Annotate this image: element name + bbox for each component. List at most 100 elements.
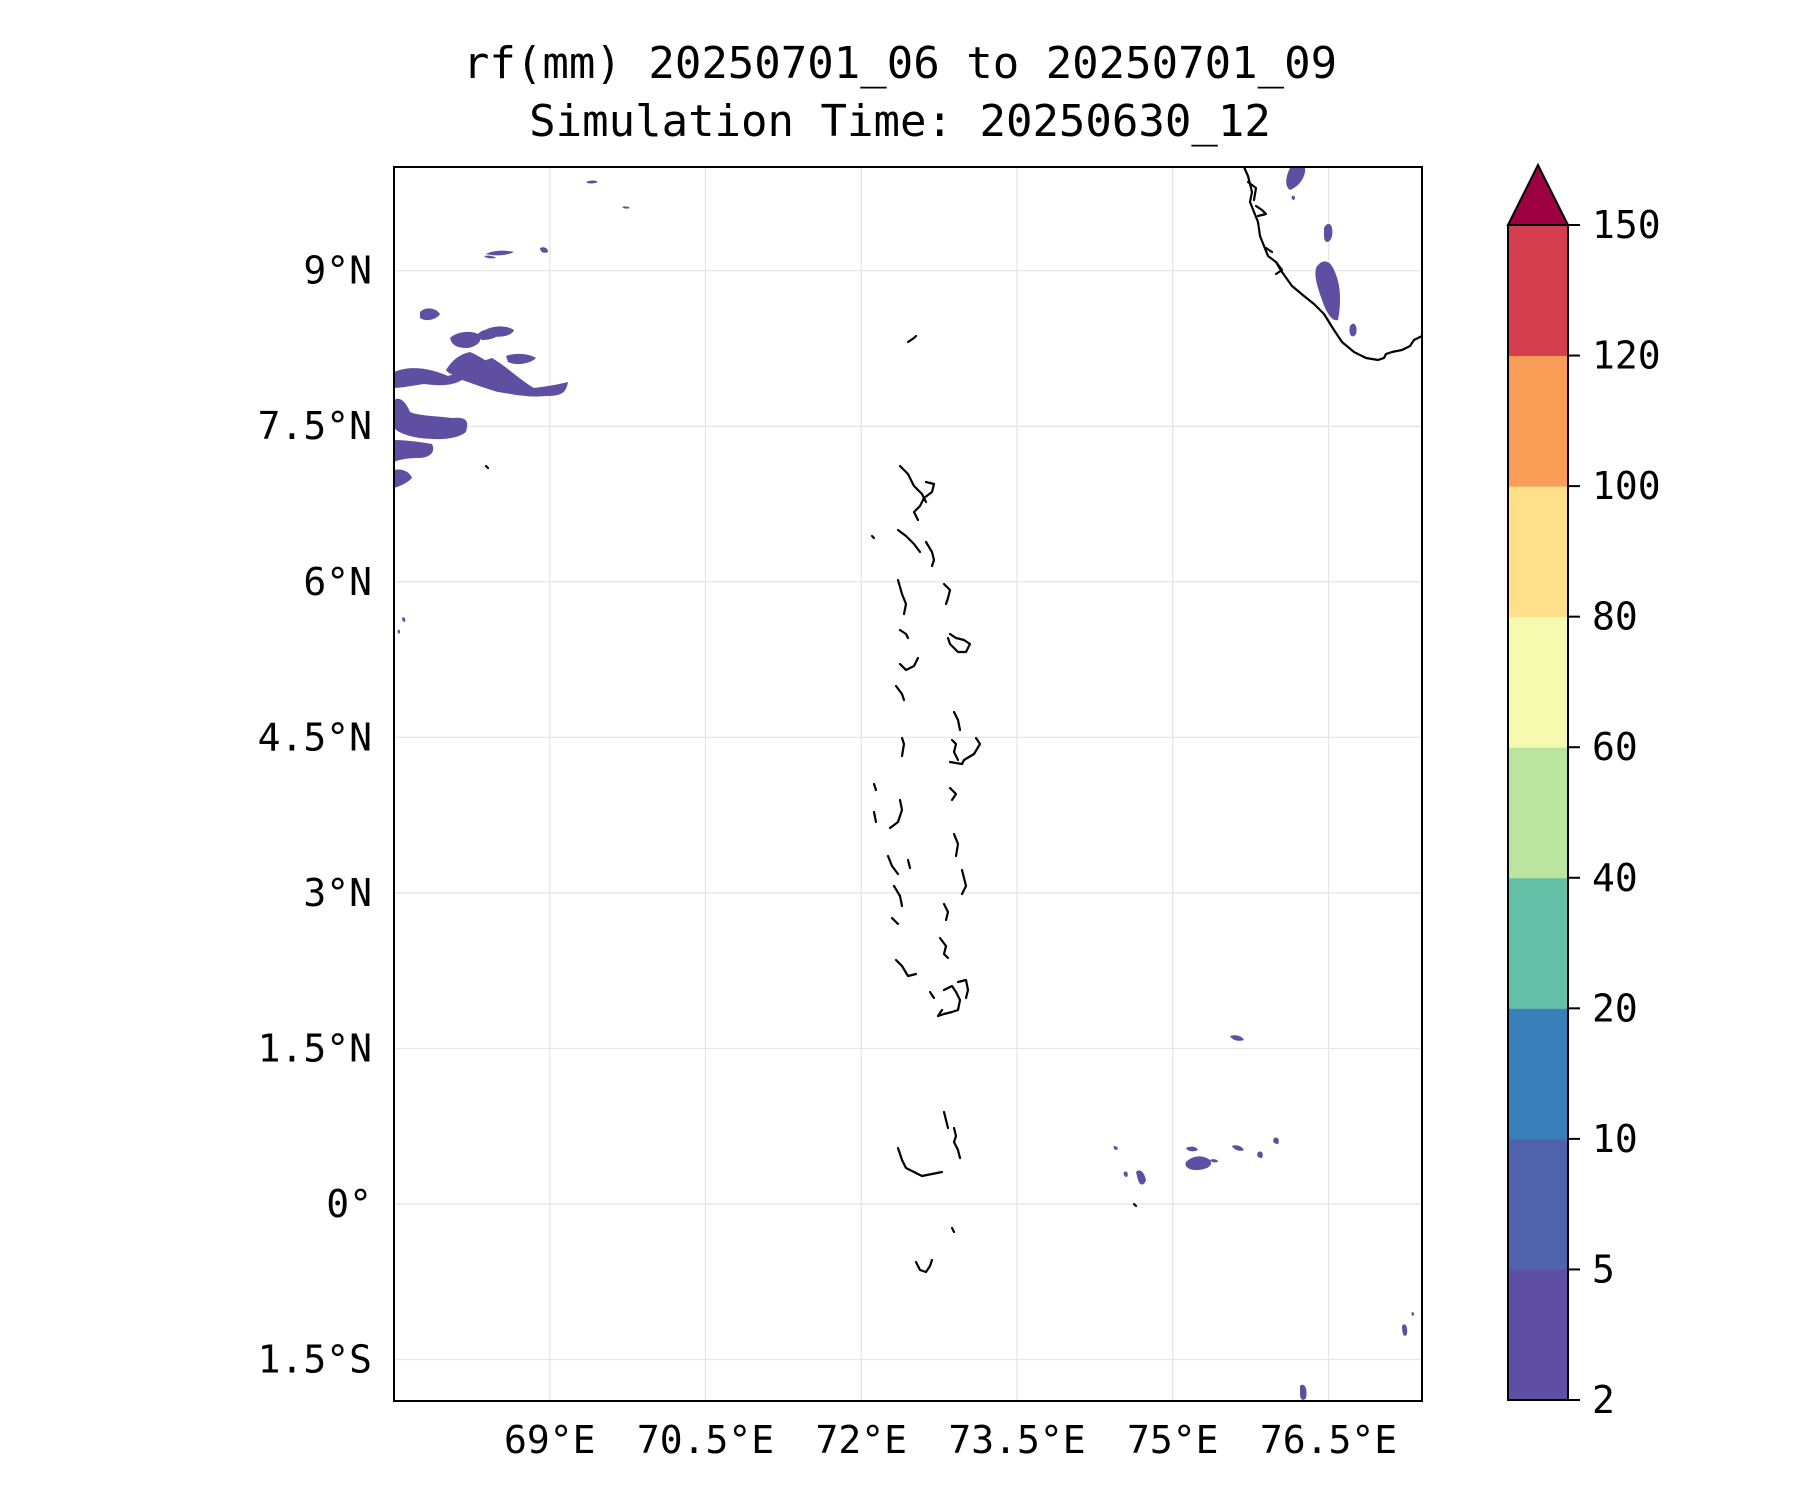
colorbar-segment (1508, 486, 1568, 618)
rain-patch (622, 206, 630, 209)
rain-patch (1185, 1156, 1212, 1170)
colorbar-segment (1508, 747, 1568, 879)
rain-patch (1186, 1146, 1198, 1152)
island-outline (906, 334, 918, 344)
atoll-outline (898, 464, 928, 504)
lon-tick-label: 76.5°E (1260, 1418, 1397, 1462)
map-frame (393, 166, 1423, 1402)
rain-patch (1210, 1159, 1218, 1163)
atoll-outline (484, 464, 490, 470)
rain-patch (1113, 1146, 1118, 1150)
atoll-outline (952, 710, 962, 732)
colorbar-tick-label: 80 (1592, 595, 1638, 639)
longitude-ticks: 69°E 70.5°E 72°E 73.5°E 75°E 76.5°E (504, 1418, 1397, 1462)
lat-tick-label: 1.5°N (258, 1026, 372, 1070)
rain-patch (1315, 261, 1341, 321)
rain-patch (394, 398, 468, 440)
rain-patch (1123, 1171, 1128, 1177)
rain-patch (484, 255, 496, 259)
atoll-outline (900, 736, 906, 758)
rain-patch (540, 247, 548, 253)
colorbar-segment (1508, 1008, 1568, 1140)
rain-patch (446, 352, 500, 380)
atoll-outline (896, 578, 908, 616)
rain-patch (586, 180, 598, 184)
atoll-outline (948, 786, 958, 802)
rain-patch (402, 617, 406, 622)
atoll-outline (942, 902, 950, 922)
atoll-outline (960, 868, 968, 896)
latitude-ticks: 9°N 7.5°N 6°N 4.5°N 3°N 1.5°N 0° 1.5°S (258, 249, 372, 1382)
atoll-outline (936, 984, 962, 1018)
atoll-outline (942, 582, 952, 606)
colorbar-tick-label: 20 (1592, 986, 1638, 1030)
lon-tick-label: 73.5°E (948, 1418, 1085, 1462)
rain-patch (486, 250, 514, 256)
map-subtitle: Simulation Time: 20250630_12 (529, 96, 1271, 147)
atoll-outline (938, 936, 950, 960)
atoll-outline (950, 1226, 956, 1234)
atoll-outline (942, 1110, 950, 1130)
colorbar-extend-arrow (1506, 162, 1570, 226)
gridlines (394, 167, 1422, 1401)
rain-patch (1402, 1324, 1408, 1336)
lon-tick-label: 75°E (1127, 1418, 1219, 1462)
atoll-outline (948, 758, 966, 766)
atoll-outline (952, 1126, 962, 1160)
atoll-outline (898, 628, 910, 640)
india-coastline (1254, 204, 1268, 218)
lat-tick-label: 0° (326, 1182, 372, 1226)
lon-tick-label: 69°E (504, 1418, 596, 1462)
colorbar-segment (1508, 355, 1568, 487)
atoll-outline (928, 990, 936, 1000)
lon-tick-label: 70.5°E (637, 1418, 774, 1462)
rain-patch (1291, 195, 1296, 200)
atoll-outline (946, 632, 972, 654)
lon-tick-label: 72°E (816, 1418, 908, 1462)
rain-patch (1136, 1170, 1146, 1185)
colorbar-tick-label: 120 (1592, 334, 1661, 378)
rainfall-areas (394, 168, 1415, 1400)
colorbar-tick-label: 2 (1592, 1378, 1615, 1422)
atoll-outline (896, 1146, 944, 1178)
atoll-outline (906, 858, 912, 870)
colorbar-segment (1508, 877, 1568, 1009)
colorbar-tick-label: 40 (1592, 856, 1638, 900)
colorbar-tick-label: 5 (1592, 1247, 1615, 1291)
atoll-outline (894, 684, 906, 702)
atoll-outline (924, 540, 936, 568)
atoll-outline (872, 810, 878, 824)
colorbar-tick-label: 100 (1592, 464, 1661, 508)
colorbar: 2 5 10 20 40 60 80 100 120 150 (1506, 162, 1661, 1422)
india-coastline (1274, 260, 1284, 276)
rain-patch (1232, 1145, 1244, 1151)
rain-patch (397, 629, 401, 634)
colorbar-tick-label: 60 (1592, 725, 1638, 769)
atoll-outline (956, 978, 970, 1000)
india-coastline (1242, 167, 1422, 362)
lat-tick-label: 3°N (303, 871, 372, 915)
atoll-outline (890, 916, 900, 926)
coastline (484, 167, 1422, 1274)
rain-patch (1273, 1137, 1279, 1144)
rain-patch (1300, 1384, 1307, 1400)
atoll-outline (952, 832, 960, 858)
atoll-outline (1132, 1202, 1138, 1208)
colorbar-segment (1508, 1138, 1568, 1270)
colorbar-frame (1507, 224, 1569, 1401)
atoll-outline (950, 738, 960, 762)
rain-patch (1230, 1035, 1244, 1041)
atoll-outline (896, 528, 922, 554)
colorbar-tick-label: 10 (1592, 1117, 1638, 1161)
rain-patch (1324, 223, 1333, 242)
atoll-outline (886, 854, 900, 876)
map-title: rf(mm) 20250701_06 to 20250701_09 (462, 38, 1338, 89)
rain-patch (482, 326, 514, 337)
atoll-outline (962, 736, 982, 762)
atoll-outline (872, 782, 878, 792)
atoll-outline (892, 884, 904, 908)
rain-patch (1286, 168, 1306, 190)
colorbar-segment (1508, 1269, 1568, 1401)
atoll-outline (870, 534, 876, 540)
